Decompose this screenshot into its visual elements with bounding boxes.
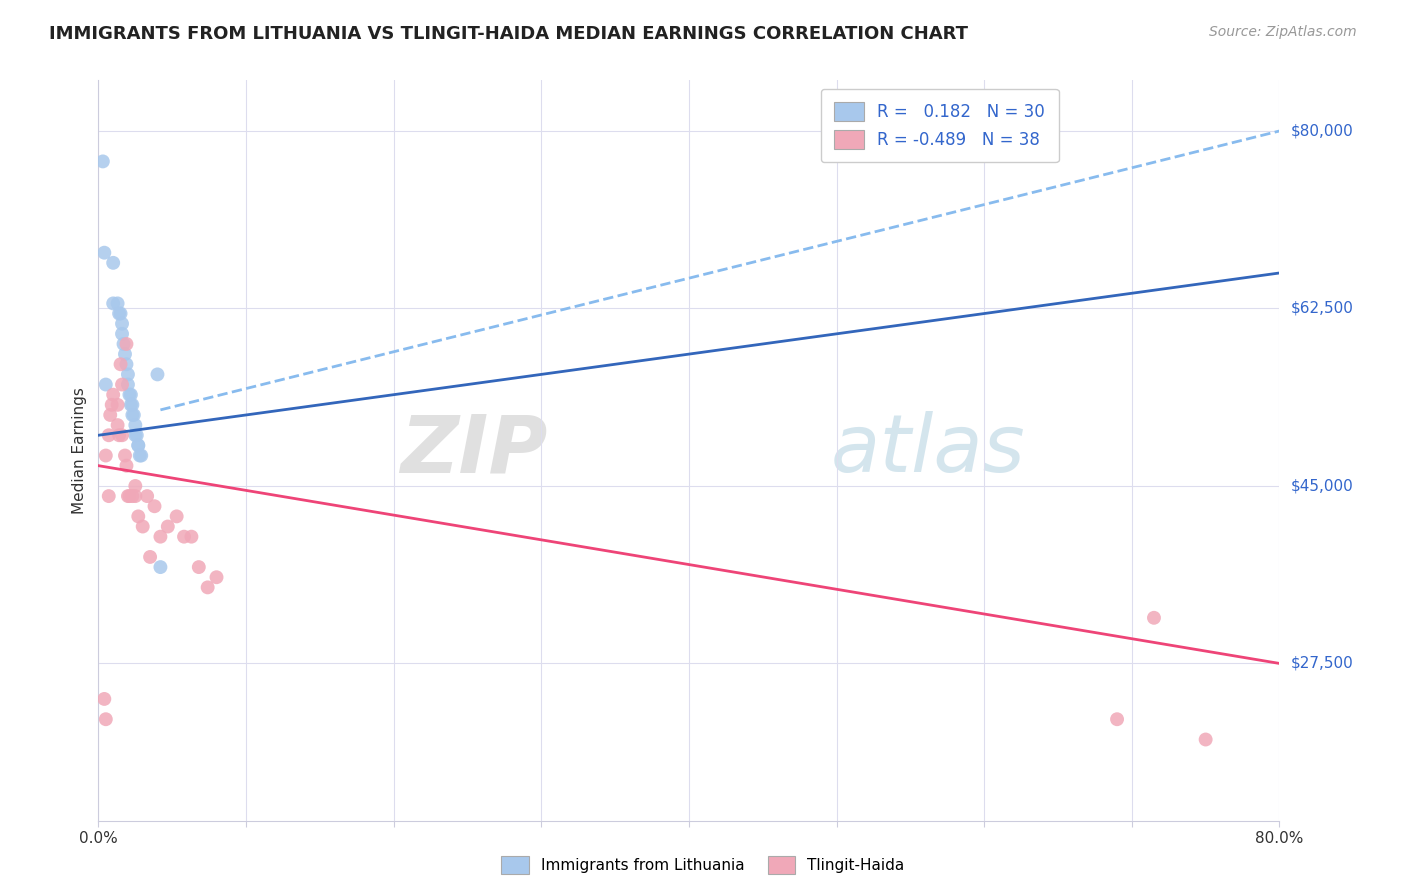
Point (111, 377, 134, 392)
Point (117, 368, 139, 382)
Point (121, 489, 143, 503)
Point (108, 428, 131, 442)
Point (1107, 712, 1129, 726)
Point (93, 245, 115, 260)
Point (110, 307, 132, 321)
Y-axis label: Median Earnings: Median Earnings (72, 387, 87, 514)
Point (149, 530, 172, 544)
Point (114, 449, 136, 463)
Point (121, 408, 143, 422)
Point (127, 509, 149, 524)
Point (91, 154, 114, 169)
Point (127, 438, 149, 452)
Point (107, 418, 129, 433)
Point (93, 692, 115, 706)
Point (129, 449, 152, 463)
Point (136, 489, 159, 503)
Point (118, 489, 141, 503)
Text: $62,500: $62,500 (1291, 301, 1354, 316)
Text: ZIP: ZIP (399, 411, 547, 490)
Point (1143, 611, 1166, 625)
Point (110, 357, 132, 371)
Point (117, 377, 139, 392)
Point (127, 438, 149, 452)
Point (124, 418, 146, 433)
Text: atlas: atlas (831, 411, 1025, 490)
Point (125, 428, 148, 442)
Point (118, 387, 141, 401)
Point (156, 519, 179, 533)
Point (187, 560, 209, 574)
Point (143, 500, 166, 514)
Point (124, 479, 146, 493)
Point (139, 549, 162, 564)
Point (97, 428, 120, 442)
Point (149, 560, 172, 574)
Point (111, 326, 134, 341)
Point (124, 428, 146, 442)
Point (94, 712, 117, 726)
Point (94, 449, 117, 463)
Point (173, 530, 195, 544)
Point (166, 509, 188, 524)
Point (111, 428, 134, 442)
Text: $45,000: $45,000 (1291, 478, 1354, 493)
Point (124, 489, 146, 503)
Legend: R =   0.182   N = 30, R = -0.489   N = 38: R = 0.182 N = 30, R = -0.489 N = 38 (821, 88, 1059, 162)
Text: Source: ZipAtlas.com: Source: ZipAtlas.com (1209, 25, 1357, 39)
Point (115, 357, 138, 371)
Point (180, 530, 202, 544)
Point (103, 256, 125, 270)
Point (132, 519, 155, 533)
Point (115, 458, 138, 473)
Point (111, 317, 134, 331)
Point (103, 296, 125, 310)
Point (108, 307, 131, 321)
Point (115, 337, 138, 351)
Point (98, 408, 121, 422)
Point (100, 398, 122, 412)
Point (107, 296, 129, 310)
Point (128, 449, 150, 463)
Point (94, 377, 117, 392)
Point (107, 398, 129, 412)
Point (146, 368, 169, 382)
Text: $80,000: $80,000 (1291, 123, 1354, 138)
Text: IMMIGRANTS FROM LITHUANIA VS TLINGIT-HAIDA MEDIAN EARNINGS CORRELATION CHART: IMMIGRANTS FROM LITHUANIA VS TLINGIT-HAI… (49, 25, 969, 43)
Point (112, 337, 135, 351)
Text: $27,500: $27,500 (1291, 656, 1354, 671)
Point (205, 570, 228, 584)
Point (1195, 732, 1218, 747)
Legend: Immigrants from Lithuania, Tlingit-Haida: Immigrants from Lithuania, Tlingit-Haida (495, 850, 911, 880)
Point (122, 408, 145, 422)
Point (103, 387, 125, 401)
Point (97, 489, 120, 503)
Point (120, 398, 142, 412)
Point (114, 347, 136, 361)
Point (117, 489, 139, 503)
Point (120, 387, 142, 401)
Point (121, 398, 143, 412)
Point (197, 580, 219, 594)
